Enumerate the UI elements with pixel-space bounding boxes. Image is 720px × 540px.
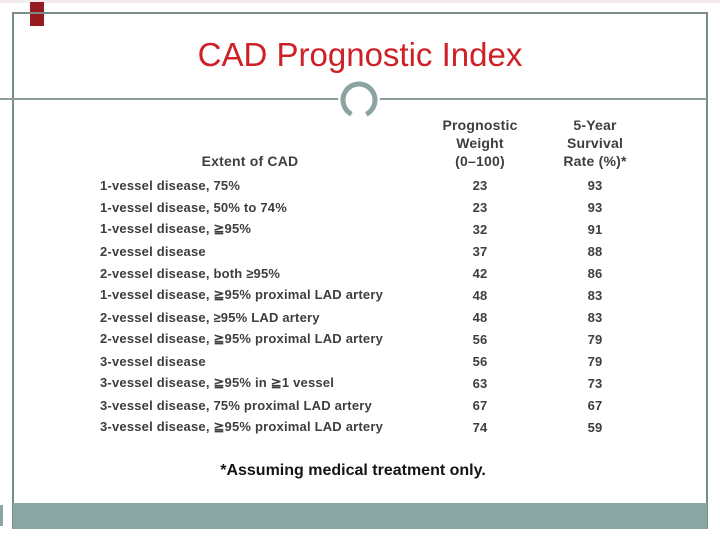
header-line: Rate (%)* xyxy=(563,153,627,169)
cell-survival: 93 xyxy=(587,199,603,215)
cell-survival: 88 xyxy=(587,243,603,259)
table-row: 3-vessel disease, ≧95% proximal LAD arte… xyxy=(100,416,660,438)
cell-weight: 67 xyxy=(472,397,488,413)
cell-survival: 83 xyxy=(587,309,603,325)
ring-icon xyxy=(338,79,380,121)
cell-extent: 3-vessel disease, 75% proximal LAD arter… xyxy=(100,397,372,413)
cell-survival: 67 xyxy=(587,397,603,413)
cell-survival: 79 xyxy=(587,331,603,347)
cell-extent: 3-vessel disease, ≧95% proximal LAD arte… xyxy=(100,419,384,434)
slide-title: CAD Prognostic Index xyxy=(197,36,523,73)
table-row: 1-vessel disease, 50% to 74% 23 93 xyxy=(100,196,660,218)
table-row: 2-vessel disease, ≧95% proximal LAD arte… xyxy=(100,328,660,350)
cell-survival: 59 xyxy=(587,419,603,435)
cell-weight: 37 xyxy=(472,243,488,259)
header-prognostic-weight: Prognostic Weight (0–100) xyxy=(430,116,530,170)
cell-weight: 74 xyxy=(472,419,488,435)
cell-extent: 3-vessel disease, ≧95% in ≧1 vessel xyxy=(100,375,335,390)
cell-extent: 1-vessel disease, 75% xyxy=(100,177,241,193)
table-row: 1-vessel disease, ≧95% 32 91 xyxy=(100,218,660,240)
cell-weight: 23 xyxy=(472,177,488,193)
table-row: 3-vessel disease, ≧95% in ≧1 vessel 63 7… xyxy=(100,372,660,394)
cell-extent: 3-vessel disease xyxy=(100,353,206,369)
table-row: 3-vessel disease, 75% proximal LAD arter… xyxy=(100,394,660,416)
cell-survival: 91 xyxy=(587,221,603,237)
header-line: Weight xyxy=(456,135,504,151)
table-row: 3-vessel disease 56 79 xyxy=(100,350,660,372)
cell-extent: 1-vessel disease, ≧95% xyxy=(100,221,252,236)
header-line: Prognostic xyxy=(442,117,518,133)
footer-bar-sliver xyxy=(0,505,3,526)
cell-survival: 93 xyxy=(587,177,603,193)
cell-extent: 2-vessel disease, both ≥95% xyxy=(100,265,281,281)
table-row: 1-vessel disease, 75% 23 93 xyxy=(100,174,660,196)
cell-weight: 48 xyxy=(472,287,488,303)
header-line: 5-Year xyxy=(573,117,617,133)
cell-extent: 2-vessel disease, ≥95% LAD artery xyxy=(100,309,320,325)
table-row: 1-vessel disease, ≧95% proximal LAD arte… xyxy=(100,284,660,306)
cell-survival: 73 xyxy=(587,375,603,391)
cad-prognostic-table: Extent of CAD Prognostic Weight (0–100) … xyxy=(100,116,660,438)
top-edge-line xyxy=(0,0,720,3)
footnote: *Assuming medical treatment only. xyxy=(220,462,486,479)
cell-weight: 56 xyxy=(472,331,488,347)
header-line: Survival xyxy=(566,135,624,151)
table-row: 2-vessel disease, ≥95% LAD artery 48 83 xyxy=(100,306,660,328)
header-extent-of-cad: Extent of CAD xyxy=(100,152,430,170)
cell-extent: 2-vessel disease xyxy=(100,243,206,259)
cell-extent: 2-vessel disease, ≧95% proximal LAD arte… xyxy=(100,331,384,346)
cell-weight: 23 xyxy=(472,199,488,215)
header-line: Extent of CAD xyxy=(201,153,299,169)
cell-weight: 32 xyxy=(472,221,488,237)
cell-survival: 79 xyxy=(587,353,603,369)
cell-survival: 83 xyxy=(587,287,603,303)
table-row: 2-vessel disease, both ≥95% 42 86 xyxy=(100,262,660,284)
cell-weight: 63 xyxy=(472,375,488,391)
table-rows: 1-vessel disease, 75% 23 93 1-vessel dis… xyxy=(100,174,660,438)
header-line: (0–100) xyxy=(455,153,505,169)
cell-extent: 1-vessel disease, 50% to 74% xyxy=(100,199,287,215)
cell-weight: 48 xyxy=(472,309,488,325)
table-row: 2-vessel disease 37 88 xyxy=(100,240,660,262)
accent-square xyxy=(30,2,44,26)
table-header-row: Extent of CAD Prognostic Weight (0–100) … xyxy=(100,116,660,170)
cell-weight: 56 xyxy=(472,353,488,369)
cell-survival: 86 xyxy=(587,265,603,281)
footer-bar xyxy=(13,503,707,529)
cell-extent: 1-vessel disease, ≧95% proximal LAD arte… xyxy=(100,287,384,302)
header-5-year-survival: 5-Year Survival Rate (%)* xyxy=(530,116,660,170)
cell-weight: 42 xyxy=(472,265,488,281)
